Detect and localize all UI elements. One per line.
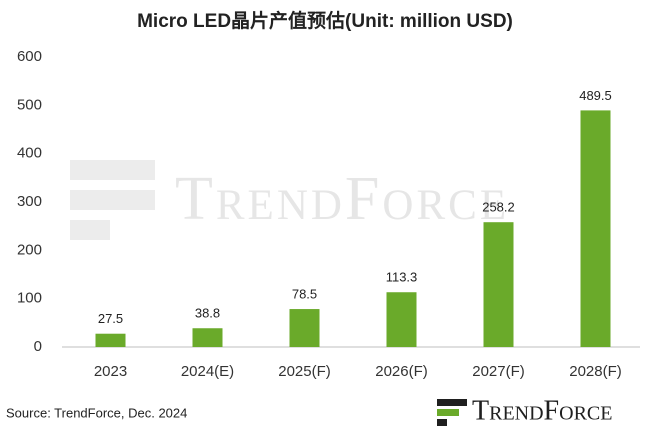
logo: TrendForce bbox=[437, 395, 612, 426]
value-label: 38.8 bbox=[195, 306, 220, 321]
bar bbox=[192, 328, 223, 347]
x-tick-label: 2028(F) bbox=[569, 363, 622, 380]
y-tick-label: 400 bbox=[17, 145, 42, 162]
logo-icon bbox=[437, 419, 447, 426]
x-tick-label: 2027(F) bbox=[472, 363, 525, 380]
x-tick-label: 2024(E) bbox=[181, 363, 234, 380]
logo-text: TrendForce bbox=[472, 395, 612, 426]
logo-icon bbox=[437, 399, 467, 406]
bar bbox=[289, 309, 320, 347]
logo-icon bbox=[437, 409, 459, 416]
value-label: 78.5 bbox=[292, 286, 317, 301]
value-label: 489.5 bbox=[579, 88, 612, 103]
value-label: 27.5 bbox=[98, 311, 123, 326]
y-tick-label: 500 bbox=[17, 96, 42, 113]
watermark-icon bbox=[70, 190, 155, 210]
watermark-icon bbox=[70, 220, 110, 240]
y-tick-label: 600 bbox=[17, 48, 42, 65]
watermark-text: TrendForce bbox=[175, 165, 509, 233]
watermark: TrendForce bbox=[70, 160, 509, 240]
x-tick-label: 2026(F) bbox=[375, 363, 428, 380]
x-tick-label: 2025(F) bbox=[278, 363, 331, 380]
bar bbox=[95, 333, 126, 347]
watermark-icon bbox=[70, 160, 155, 180]
y-tick-label: 200 bbox=[17, 241, 42, 258]
y-tick-label: 0 bbox=[34, 338, 42, 355]
value-label: 258.2 bbox=[482, 200, 515, 215]
y-tick-label: 100 bbox=[17, 290, 42, 307]
bar bbox=[386, 292, 417, 347]
y-tick-label: 300 bbox=[17, 193, 42, 210]
source: Source: TrendForce, Dec. 2024 bbox=[6, 405, 187, 420]
bar bbox=[483, 222, 514, 347]
chart-title: Micro LED晶片产值预估(Unit: million USD) bbox=[137, 9, 513, 32]
value-label: 113.3 bbox=[386, 270, 418, 285]
bar bbox=[580, 110, 611, 348]
x-tick-label: 2023 bbox=[94, 363, 127, 380]
